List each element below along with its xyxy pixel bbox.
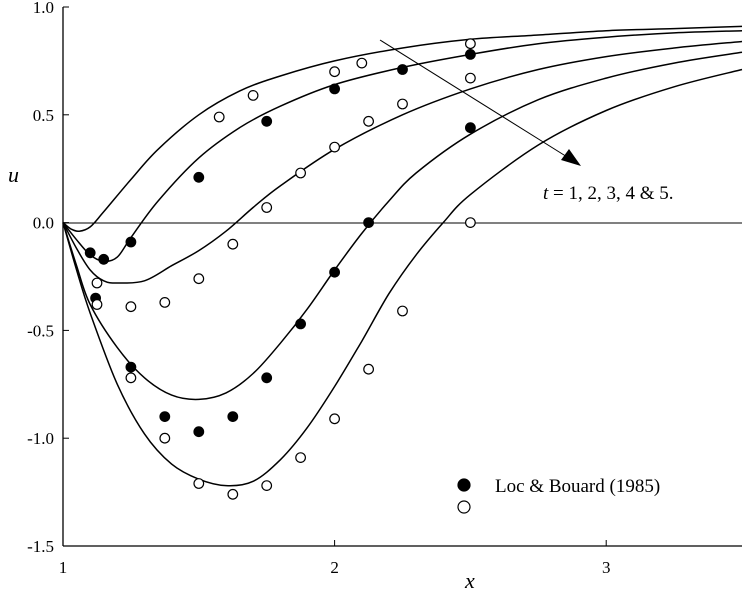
open-data-point — [193, 273, 205, 285]
open-data-point — [261, 202, 273, 213]
open-data-point — [295, 452, 307, 464]
open-data-point — [125, 372, 137, 384]
open-data-point — [159, 297, 171, 308]
filled-data-point — [295, 318, 307, 330]
time-annotation-variable: t — [543, 183, 549, 204]
y-tick-label: 0.0 — [33, 214, 54, 233]
y-tick-label: -1.0 — [27, 429, 54, 448]
open-data-point — [363, 115, 375, 127]
open-data-point — [193, 478, 205, 489]
x-tick-label: 3 — [602, 558, 611, 577]
time-arrow — [379, 39, 581, 166]
filled-data-point — [363, 217, 375, 229]
filled-data-point — [98, 253, 110, 265]
y-tick-label: -1.5 — [27, 537, 54, 556]
markers — [84, 38, 476, 500]
time-arrow-shaft — [379, 39, 573, 161]
open-data-point — [465, 38, 476, 50]
plot-frame — [62, 7, 742, 547]
legend: Loc & Bouard (1985) — [457, 476, 660, 514]
filled-data-point — [193, 426, 205, 438]
open-data-point — [91, 299, 103, 310]
x-tick-label: 2 — [330, 558, 339, 577]
open-data-point — [159, 432, 171, 444]
time-arrow-head — [561, 149, 581, 166]
filled-data-point — [465, 122, 476, 134]
y-ticks: 1.0 0.5 0.0 -0.5 -1.0 -1.5 — [27, 0, 69, 556]
curve-t5 — [62, 68, 743, 487]
filled-data-point — [329, 83, 341, 95]
filled-data-point — [227, 411, 239, 423]
open-data-point — [397, 305, 408, 317]
open-data-point — [213, 111, 225, 123]
legend-filled-marker — [457, 478, 471, 492]
y-tick-label: 0.5 — [33, 106, 54, 125]
open-data-point — [125, 301, 137, 313]
time-annotation: t = 1, 2, 3, 4 & 5. — [543, 183, 674, 204]
y-axis-title: u — [8, 162, 19, 187]
open-data-point — [91, 277, 103, 289]
open-data-point — [363, 363, 375, 375]
open-data-point — [329, 413, 341, 425]
filled-data-point — [84, 247, 96, 259]
open-data-point — [329, 66, 341, 78]
filled-data-point — [261, 372, 273, 384]
open-data-point — [397, 98, 408, 110]
filled-data-point — [159, 411, 171, 423]
open-data-point — [227, 488, 239, 500]
filled-data-point — [397, 64, 408, 75]
open-data-point — [465, 217, 476, 229]
open-data-point — [247, 89, 259, 101]
y-tick-label: -0.5 — [27, 321, 54, 340]
legend-open-marker — [457, 500, 471, 514]
filled-data-point — [329, 266, 341, 278]
x-ticks: 1 2 3 — [59, 540, 611, 577]
y-tick-label: 1.0 — [33, 0, 54, 17]
x-tick-label: 1 — [59, 558, 68, 577]
open-data-point — [329, 141, 341, 153]
curve-t1 — [62, 25, 743, 233]
filled-data-point — [125, 236, 137, 248]
filled-data-point — [193, 171, 205, 183]
time-annotation-values: = 1, 2, 3, 4 & 5. — [548, 183, 673, 204]
open-data-point — [227, 238, 239, 250]
open-data-point — [465, 72, 476, 84]
open-data-point — [261, 480, 273, 492]
open-data-point — [295, 167, 307, 179]
filled-data-point — [261, 115, 273, 127]
open-data-point — [356, 57, 368, 69]
filled-data-point — [465, 49, 476, 60]
legend-label: Loc & Bouard (1985) — [495, 476, 660, 497]
curve-t3 — [62, 40, 743, 284]
curve-t4 — [62, 51, 743, 401]
x-axis-title: x — [464, 568, 475, 591]
filled-data-point — [125, 361, 137, 373]
